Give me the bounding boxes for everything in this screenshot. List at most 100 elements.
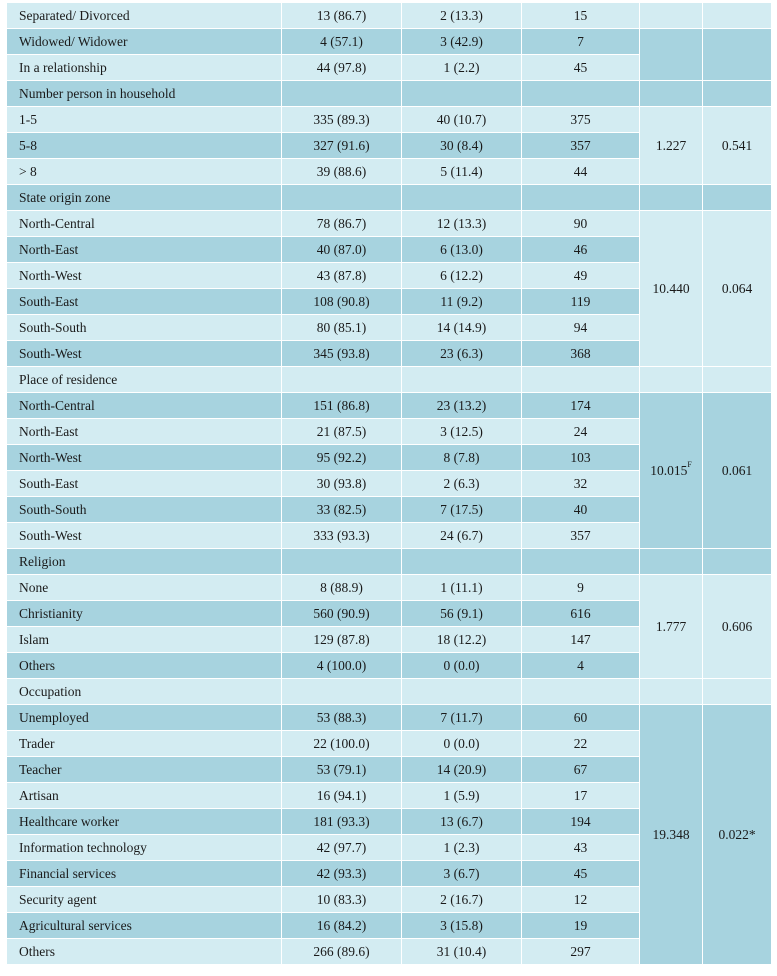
statistic-cell — [640, 81, 703, 107]
value-cell-2: 3 (15.8) — [402, 913, 522, 939]
p-value-cell — [703, 3, 772, 29]
value-cell-3: 32 — [522, 471, 640, 497]
group-header-label: Place of residence — [19, 371, 118, 387]
value-cell-2: 14 (14.9) — [402, 315, 522, 341]
value-c2: 23 (13.2) — [436, 397, 487, 413]
value-c3: 46 — [573, 241, 588, 257]
statistic-number: 1.227 — [655, 137, 687, 153]
value-cell-1: 13 (86.7) — [282, 3, 402, 29]
value-cell-1 — [282, 679, 402, 705]
value-cell-2: 14 (20.9) — [402, 757, 522, 783]
value-cell-3: 43 — [522, 835, 640, 861]
group-header-label: State origin zone — [19, 189, 111, 205]
table-row-label-cell: 5-8 — [7, 133, 282, 159]
table-row-label-cell: Security agent — [7, 887, 282, 913]
value-cell-2: 31 (10.4) — [402, 939, 522, 965]
value-c2: 3 (42.9) — [440, 33, 483, 49]
value-c3: 297 — [570, 943, 591, 959]
row-label: None — [19, 579, 49, 595]
value-c1: 560 (90.9) — [313, 605, 370, 621]
value-cell-2: 12 (13.3) — [402, 211, 522, 237]
table-row-label-cell: South-East — [7, 471, 282, 497]
value-c2: 2 (13.3) — [440, 7, 483, 23]
value-c3: 174 — [570, 397, 591, 413]
value-c3: 94 — [573, 319, 588, 335]
group-header-row-label-cell: Number person in household — [7, 81, 282, 107]
value-cell-2: 2 (16.7) — [402, 887, 522, 913]
value-cell-3: 119 — [522, 289, 640, 315]
table-row-label-cell: Financial services — [7, 861, 282, 887]
value-c1: 16 (94.1) — [316, 787, 367, 803]
value-cell-2: 7 (11.7) — [402, 705, 522, 731]
value-c2: 56 (9.1) — [440, 605, 483, 621]
table-row-label-cell: South-South — [7, 497, 282, 523]
group-header-label: Religion — [19, 553, 66, 569]
value-cell-3: 616 — [522, 601, 640, 627]
value-cell-1: 129 (87.8) — [282, 627, 402, 653]
table-row-label-cell: South-West — [7, 523, 282, 549]
value-cell-3: 94 — [522, 315, 640, 341]
value-c2: 0 (0.0) — [443, 735, 480, 751]
value-cell-3: 297 — [522, 939, 640, 965]
row-label: Islam — [19, 631, 49, 647]
value-c3: 32 — [573, 475, 588, 491]
value-c1: 16 (84.2) — [316, 917, 367, 933]
value-c3: 49 — [573, 267, 588, 283]
value-c2: 7 (17.5) — [440, 501, 483, 517]
value-c3: 19 — [573, 917, 588, 933]
p-value-cell — [703, 549, 772, 575]
value-cell-1: 560 (90.9) — [282, 601, 402, 627]
value-cell-2 — [402, 549, 522, 575]
value-c3: 40 — [573, 501, 588, 517]
value-c1: 95 (92.2) — [316, 449, 367, 465]
value-c3: 357 — [570, 527, 591, 543]
value-c1: 80 (85.1) — [316, 319, 367, 335]
value-cell-3: 368 — [522, 341, 640, 367]
value-c1: 43 (87.8) — [316, 267, 367, 283]
value-cell-3: 67 — [522, 757, 640, 783]
table-row-label-cell: Teacher — [7, 757, 282, 783]
statistic-cell: 10.015F — [640, 393, 703, 549]
group-header-label: Occupation — [19, 683, 82, 699]
value-cell-1: 78 (86.7) — [282, 211, 402, 237]
p-value-cell: 0.064 — [703, 211, 772, 367]
value-c3: 17 — [573, 787, 588, 803]
table-row-label-cell: Islam — [7, 627, 282, 653]
row-label: Separated/ Divorced — [19, 7, 130, 23]
statistic-superscript: F — [687, 460, 692, 469]
value-cell-1: 333 (93.3) — [282, 523, 402, 549]
value-cell-3 — [522, 549, 640, 575]
value-cell-2: 7 (17.5) — [402, 497, 522, 523]
row-label: Christianity — [19, 605, 83, 621]
value-c1: 333 (93.3) — [313, 527, 370, 543]
value-cell-1: 10 (83.3) — [282, 887, 402, 913]
value-c1: 53 (79.1) — [316, 761, 367, 777]
value-cell-3 — [522, 185, 640, 211]
value-c2: 2 (16.7) — [440, 891, 483, 907]
statistic-number: 10.015 — [650, 462, 688, 478]
value-cell-2: 0 (0.0) — [402, 731, 522, 757]
value-cell-3: 375 — [522, 107, 640, 133]
value-cell-1: 44 (97.8) — [282, 55, 402, 81]
row-label: North-West — [19, 449, 82, 465]
row-label: 5-8 — [19, 137, 37, 153]
value-cell-2 — [402, 367, 522, 393]
value-c1: 345 (93.8) — [313, 345, 370, 361]
value-c1: 39 (88.6) — [316, 163, 367, 179]
row-label: In a relationship — [19, 59, 107, 75]
value-cell-1: 95 (92.2) — [282, 445, 402, 471]
value-cell-1: 39 (88.6) — [282, 159, 402, 185]
value-c3: 22 — [573, 735, 588, 751]
p-value: 0.606 — [721, 618, 753, 634]
statistic-cell — [640, 185, 703, 211]
statistic-cell: 1.777 — [640, 575, 703, 679]
value-cell-2: 8 (7.8) — [402, 445, 522, 471]
value-c2: 3 (12.5) — [440, 423, 483, 439]
table-row-label-cell: Others — [7, 653, 282, 679]
statistic-value: 10.440 — [652, 281, 689, 297]
value-cell-2: 5 (11.4) — [402, 159, 522, 185]
value-cell-1: 30 (93.8) — [282, 471, 402, 497]
table-row-label-cell: North-Central — [7, 211, 282, 237]
value-c1: 42 (97.7) — [316, 839, 367, 855]
value-cell-1: 53 (79.1) — [282, 757, 402, 783]
